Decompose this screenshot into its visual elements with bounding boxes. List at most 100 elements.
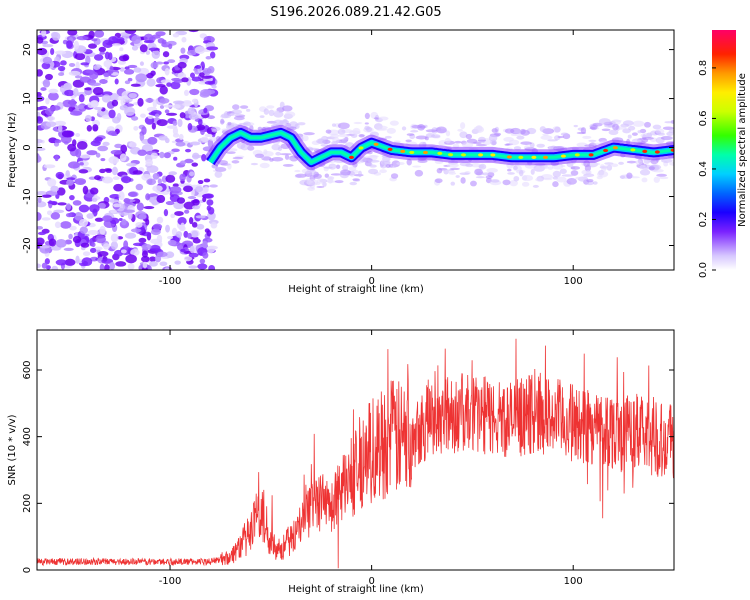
halo-blob [520, 141, 532, 145]
halo-blob [582, 135, 592, 140]
noise-blob [88, 30, 95, 39]
halo-blob [271, 156, 284, 162]
noise-blob [191, 154, 204, 159]
noise-blob [145, 50, 151, 55]
halo-blob [378, 116, 389, 121]
noise-blob [78, 94, 85, 103]
noise-blob [138, 213, 147, 220]
noise-blob [107, 130, 117, 136]
noise-blob [99, 51, 106, 55]
noise-blob [200, 136, 209, 143]
halo-blob [622, 120, 634, 126]
noise-blob [172, 100, 185, 105]
noise-blob [74, 212, 84, 221]
colorbar-tick-label: 0.2 [698, 212, 709, 228]
noise-blob [147, 136, 158, 145]
halo-blob [507, 168, 512, 172]
noise-blob [45, 108, 54, 116]
halo-blob [226, 151, 236, 154]
halo-blob [618, 161, 624, 165]
noise-blob [204, 80, 216, 85]
halo-blob [608, 129, 619, 136]
noise-blob [126, 162, 137, 167]
noise-blob [139, 44, 148, 53]
colorbar-label: Normalized spectral amplitude [737, 73, 748, 227]
halo-blob [575, 176, 584, 180]
noise-blob [189, 88, 200, 96]
noise-blob [116, 112, 122, 122]
noise-blob [86, 124, 93, 132]
noise-blob [137, 149, 147, 156]
ridge-hotspot [642, 149, 648, 153]
noise-blob [100, 157, 106, 162]
halo-blob [337, 128, 346, 135]
noise-blob [67, 30, 78, 36]
noise-blob [150, 152, 158, 159]
noise-blob [205, 56, 212, 60]
noise-blob [163, 209, 169, 217]
noise-blob [145, 193, 151, 201]
noise-blob [138, 237, 147, 243]
noise-blob [103, 72, 110, 77]
halo-blob [350, 169, 360, 174]
noise-blob [104, 51, 110, 60]
noise-blob [111, 43, 122, 47]
ridge-hotspot [518, 155, 524, 159]
noise-blob [110, 233, 119, 243]
halo-blob [478, 163, 487, 170]
ridge-hotspot [448, 153, 454, 157]
noise-blob [206, 245, 216, 254]
noise-blob [188, 171, 195, 177]
noise-blob [139, 132, 145, 142]
halo-blob [604, 162, 613, 165]
ridge-hotspot [560, 154, 566, 158]
ridge-hotspot [574, 153, 580, 157]
halo-blob [509, 179, 518, 187]
noise-blob [148, 261, 158, 267]
halo-blob [454, 140, 462, 144]
noise-blob [152, 172, 160, 180]
noise-blob [172, 126, 179, 136]
noise-blob [119, 105, 129, 111]
noise-blob [152, 185, 163, 192]
noise-blob [101, 258, 114, 264]
halo-blob [513, 146, 522, 151]
noise-blob [120, 98, 126, 106]
halo-blob [210, 126, 221, 132]
figure-title: S196.2026.089.21.42.G05 [270, 5, 441, 20]
noise-blob [44, 258, 50, 265]
noise-blob [196, 124, 206, 131]
halo-blob [435, 126, 447, 134]
noise-blob [91, 242, 96, 248]
halo-blob [477, 139, 486, 142]
halo-blob [474, 168, 483, 176]
noise-blob [202, 252, 209, 259]
spectrogram-y-tick-label: -10 [22, 188, 33, 204]
noise-blob [45, 121, 57, 128]
noise-blob [47, 178, 57, 187]
halo-blob [220, 118, 225, 125]
halo-blob [521, 181, 530, 187]
ridge-hotspot [630, 148, 636, 152]
noise-blob [207, 139, 214, 148]
halo-blob [552, 170, 561, 178]
noise-blob [204, 228, 210, 233]
spectrogram-y-tick-label: 20 [22, 43, 33, 56]
noise-blob [105, 168, 113, 173]
halo-blob [337, 122, 350, 130]
halo-blob [561, 174, 574, 177]
halo-blob [309, 169, 317, 176]
noise-blob [136, 202, 144, 211]
halo-blob [630, 176, 640, 179]
noise-blob [187, 123, 193, 131]
halo-blob [231, 160, 240, 164]
halo-blob [389, 164, 398, 168]
noise-blob [99, 263, 105, 270]
noise-blob [206, 46, 219, 51]
noise-blob [189, 245, 195, 254]
halo-blob [652, 124, 662, 130]
noise-blob [70, 110, 82, 116]
halo-blob [520, 129, 530, 136]
halo-blob [601, 128, 611, 132]
